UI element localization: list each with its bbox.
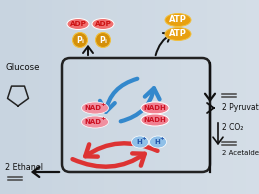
Text: P: P — [77, 36, 82, 45]
Bar — [168, 0, 181, 194]
Bar — [220, 0, 233, 194]
Bar — [104, 0, 117, 194]
Ellipse shape — [132, 136, 148, 148]
Text: 2 Pyruvate: 2 Pyruvate — [222, 104, 259, 113]
Ellipse shape — [141, 102, 169, 114]
Text: +: + — [100, 117, 106, 121]
Text: H: H — [154, 139, 160, 145]
Bar — [0, 0, 13, 194]
Bar — [246, 0, 259, 194]
Text: +: + — [142, 137, 146, 141]
Text: NADH: NADH — [144, 105, 166, 111]
Bar — [52, 0, 65, 194]
Bar — [39, 0, 52, 194]
Bar — [13, 0, 26, 194]
Text: +: + — [160, 137, 164, 141]
Text: 2 CO₂: 2 CO₂ — [222, 124, 243, 133]
Text: H: H — [136, 139, 142, 145]
Circle shape — [96, 33, 111, 48]
Text: i: i — [105, 39, 107, 44]
Text: NADH: NADH — [144, 117, 166, 123]
Ellipse shape — [149, 136, 167, 148]
Text: ADP: ADP — [95, 21, 111, 27]
Text: +: + — [100, 102, 106, 107]
Bar — [233, 0, 246, 194]
Circle shape — [73, 33, 88, 48]
Ellipse shape — [92, 18, 114, 29]
Text: 2 Acetaldehyde: 2 Acetaldehyde — [222, 150, 259, 156]
Text: ADP: ADP — [70, 21, 87, 27]
Text: NAD: NAD — [84, 105, 102, 111]
Text: NAD: NAD — [84, 119, 102, 125]
Ellipse shape — [67, 18, 89, 29]
Bar — [91, 0, 104, 194]
Ellipse shape — [165, 28, 191, 41]
Ellipse shape — [141, 114, 169, 126]
Bar — [130, 0, 142, 194]
Ellipse shape — [165, 14, 191, 27]
Text: i: i — [82, 39, 84, 44]
Bar — [65, 0, 78, 194]
Text: Glucose: Glucose — [5, 63, 40, 73]
Bar — [181, 0, 194, 194]
Text: 2 Ethanol: 2 Ethanol — [5, 163, 43, 171]
Bar — [155, 0, 168, 194]
Text: P: P — [100, 36, 105, 45]
Bar — [117, 0, 130, 194]
Text: ATP: ATP — [169, 16, 187, 24]
Bar — [142, 0, 155, 194]
Bar — [194, 0, 207, 194]
Bar — [207, 0, 220, 194]
Bar — [26, 0, 39, 194]
Text: ATP: ATP — [169, 29, 187, 38]
Bar — [78, 0, 91, 194]
Ellipse shape — [82, 102, 109, 114]
Ellipse shape — [82, 116, 109, 128]
